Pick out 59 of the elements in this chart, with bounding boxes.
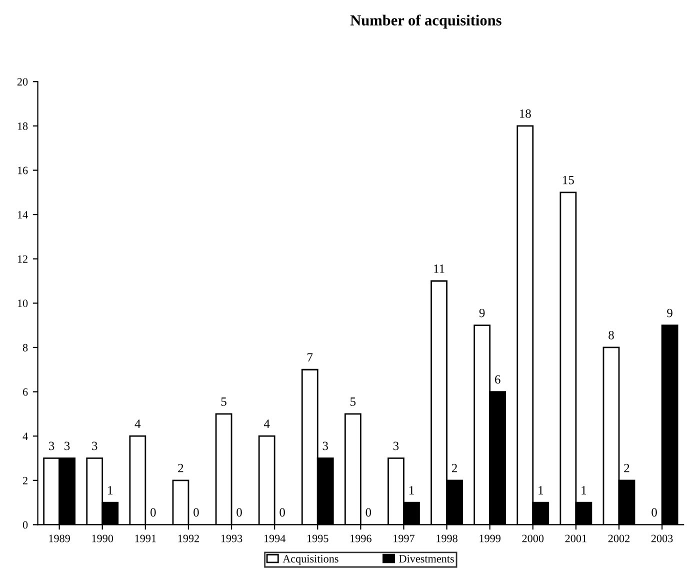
data-label: 3: [49, 442, 54, 450]
x-tick-label: 1990: [92, 534, 114, 542]
x-tick-label: 1991: [135, 534, 156, 542]
data-label: 0: [150, 508, 156, 517]
data-label: 2: [624, 464, 630, 472]
data-label: 0: [652, 508, 657, 517]
data-label: 3: [322, 442, 328, 450]
x-tick-label: 1989: [49, 534, 70, 542]
data-label: 0: [194, 508, 199, 517]
data-label: 9: [479, 308, 485, 318]
y-tick-label: 4: [22, 432, 28, 440]
data-label: 4: [264, 420, 270, 428]
x-tick-label: 2001: [565, 534, 586, 542]
y-tick-label: 20: [17, 78, 28, 86]
x-tick-label: 1992: [178, 534, 199, 542]
data-label: 0: [236, 508, 242, 517]
x-tick-label: 1997: [394, 534, 415, 542]
y-tick-label: 12: [18, 255, 28, 263]
data-label: 11: [434, 264, 444, 273]
data-label: 5: [221, 398, 226, 406]
data-label: 4: [134, 420, 141, 428]
x-tick-label: 2002: [608, 534, 630, 542]
x-tick-label: 1993: [221, 534, 242, 542]
y-tick-label: 14: [18, 211, 28, 218]
data-label: 2: [452, 464, 457, 472]
data-label: 1: [538, 486, 544, 494]
x-tick-label: 2003: [651, 534, 673, 542]
data-label: 7: [308, 353, 313, 362]
legend-label: Divestments: [399, 555, 454, 563]
y-tick-label: 0: [22, 521, 28, 529]
y-tick-label: 16: [18, 166, 28, 174]
data-label: 15: [563, 176, 574, 184]
x-tick-label: 1999: [480, 534, 500, 542]
y-tick-label: 2: [22, 476, 28, 484]
data-label: 18: [520, 109, 531, 118]
legend-label: Acquisitions: [282, 555, 338, 565]
x-tick-label: 1994: [264, 534, 286, 542]
y-tick-label: 10: [18, 300, 28, 308]
y-tick-label: 18: [18, 122, 28, 130]
chart-title: Number of acquisitions: [350, 14, 502, 29]
data-label: 3: [64, 442, 70, 450]
data-label: 2: [178, 464, 184, 472]
data-label: 9: [667, 308, 672, 318]
data-label: 3: [92, 442, 98, 450]
x-tick-label: 1996: [350, 534, 372, 542]
x-tick-label: 1995: [307, 534, 328, 542]
data-label: 5: [350, 398, 356, 406]
x-tick-label: 1998: [436, 534, 458, 542]
data-label: 0: [280, 508, 285, 517]
data-label: 3: [393, 442, 399, 450]
data-label: 1: [582, 486, 586, 494]
y-tick-label: 6: [22, 388, 28, 396]
data-label: 6: [494, 375, 500, 384]
data-label: 0: [366, 508, 372, 517]
data-label: 8: [608, 330, 614, 340]
data-label: 1: [409, 486, 414, 494]
y-tick-label: 8: [22, 344, 28, 352]
x-tick-label: 2000: [522, 534, 544, 542]
data-label: 1: [108, 486, 112, 494]
